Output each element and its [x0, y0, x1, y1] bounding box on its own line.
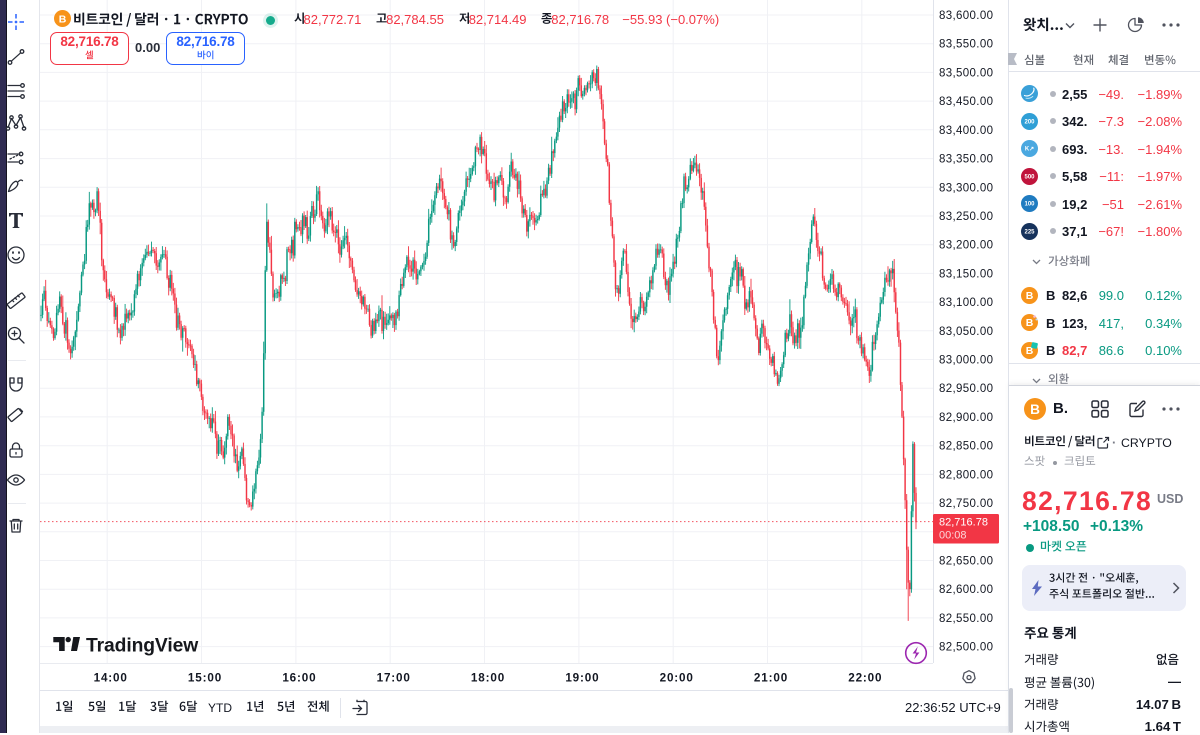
- svg-text:20:00: 20:00: [660, 672, 694, 685]
- svg-text:00:08: 00:08: [939, 530, 967, 542]
- svg-text:82,500.00: 82,500.00: [939, 642, 993, 654]
- svg-text:82,750.00: 82,750.00: [939, 498, 993, 510]
- svg-text:83,450.00: 83,450.00: [939, 96, 993, 108]
- svg-text:200: 200: [1024, 119, 1035, 125]
- svg-text:B: B: [1030, 402, 1040, 417]
- svg-text:83,350.00: 83,350.00: [939, 154, 993, 166]
- svg-text:82,650.00: 82,650.00: [939, 556, 993, 568]
- svg-text:21:00: 21:00: [754, 672, 788, 685]
- svg-text:K↗: K↗: [1025, 147, 1034, 153]
- svg-text:83,600.00: 83,600.00: [939, 10, 993, 22]
- svg-text:B: B: [59, 13, 67, 25]
- svg-text:225: 225: [1024, 229, 1035, 235]
- svg-text:B: B: [1026, 345, 1034, 357]
- svg-text:100: 100: [1024, 202, 1035, 208]
- svg-text:16:00: 16:00: [282, 672, 316, 685]
- svg-text:15:00: 15:00: [188, 672, 222, 685]
- svg-text:83,300.00: 83,300.00: [939, 182, 993, 194]
- svg-text:B: B: [1026, 290, 1034, 302]
- svg-text:83,250.00: 83,250.00: [939, 211, 993, 223]
- svg-text:83,000.00: 83,000.00: [939, 355, 993, 367]
- svg-text:TradingView: TradingView: [86, 636, 199, 657]
- svg-text:82,550.00: 82,550.00: [939, 613, 993, 625]
- svg-text:82,600.00: 82,600.00: [939, 584, 993, 596]
- svg-text:22:00: 22:00: [848, 672, 882, 685]
- svg-text:B: B: [1026, 317, 1034, 329]
- svg-text:17:00: 17:00: [377, 672, 411, 685]
- svg-text:83,050.00: 83,050.00: [939, 326, 993, 338]
- svg-text:19:00: 19:00: [565, 672, 599, 685]
- svg-text:14:00: 14:00: [94, 672, 128, 685]
- svg-text:18:00: 18:00: [471, 672, 505, 685]
- svg-text:83,150.00: 83,150.00: [939, 268, 993, 280]
- svg-text:82,900.00: 82,900.00: [939, 412, 993, 424]
- svg-text:83,200.00: 83,200.00: [939, 240, 993, 252]
- svg-text:83,100.00: 83,100.00: [939, 297, 993, 309]
- svg-text:83,550.00: 83,550.00: [939, 39, 993, 51]
- svg-text:82,850.00: 82,850.00: [939, 441, 993, 453]
- svg-text:83,400.00: 83,400.00: [939, 125, 993, 137]
- svg-text:500: 500: [1024, 174, 1035, 180]
- svg-text:82,950.00: 82,950.00: [939, 383, 993, 395]
- svg-text:83,500.00: 83,500.00: [939, 67, 993, 79]
- svg-text:82,716.78: 82,716.78: [939, 517, 988, 529]
- svg-text:82,800.00: 82,800.00: [939, 469, 993, 481]
